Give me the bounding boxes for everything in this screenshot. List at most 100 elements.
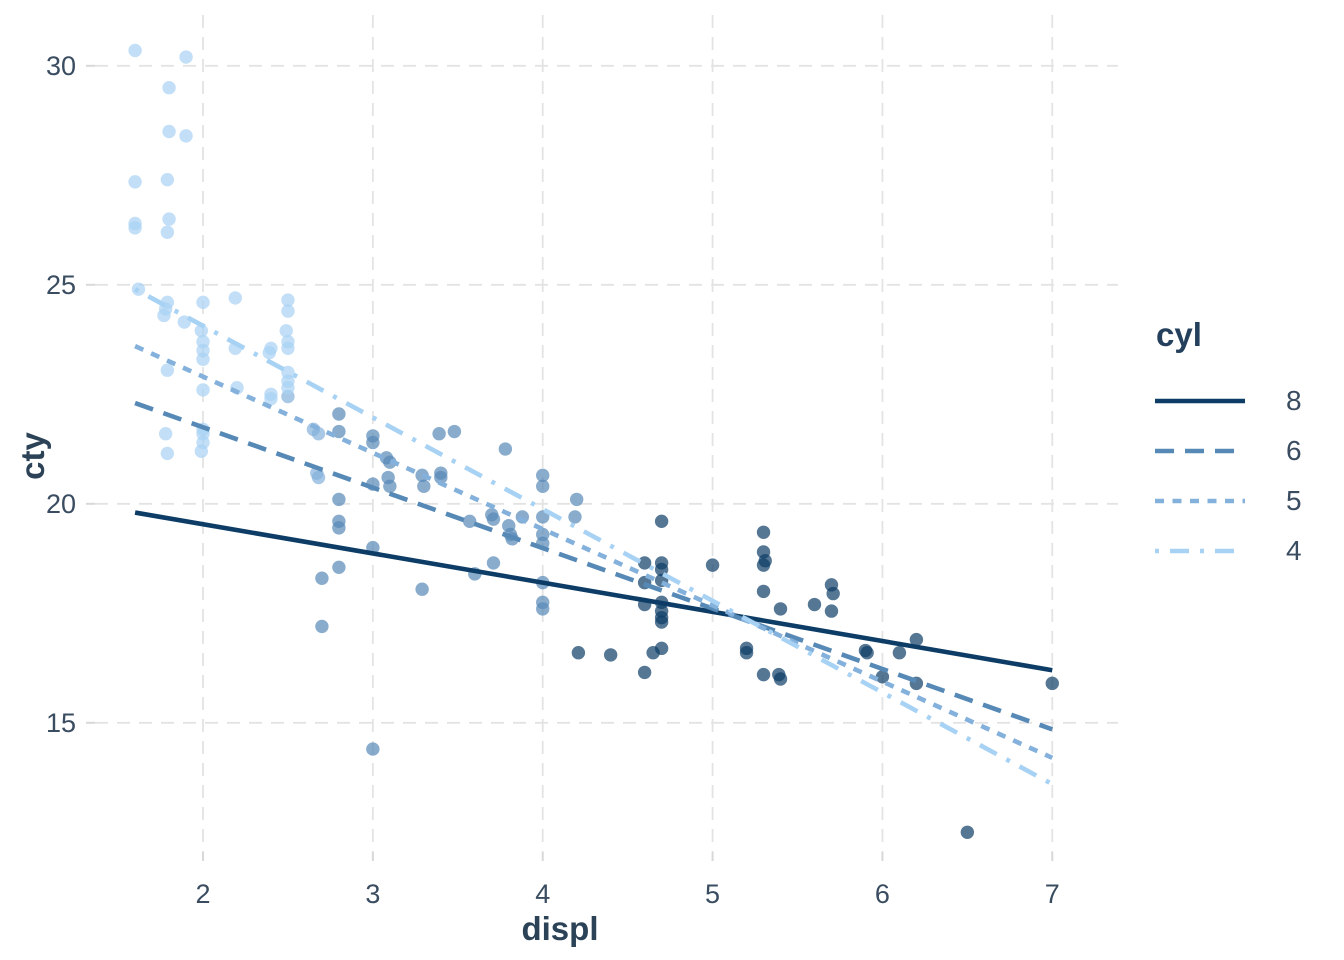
data-point xyxy=(264,391,278,406)
data-point xyxy=(756,525,771,539)
data-point xyxy=(415,582,429,596)
data-point xyxy=(909,632,924,647)
trend-line-cyl-4 xyxy=(133,287,1054,787)
data-point xyxy=(498,442,513,456)
data-point xyxy=(158,427,173,441)
trend-line-cyl-8 xyxy=(134,510,1053,673)
data-point xyxy=(281,341,295,356)
legend-item-cyl-6: 6 xyxy=(1154,426,1334,476)
data-point xyxy=(194,324,209,338)
data-point xyxy=(462,514,477,529)
y-tick-label: 15 xyxy=(46,708,76,738)
x-tick-label: 2 xyxy=(196,879,211,909)
data-point xyxy=(705,558,720,572)
data-point xyxy=(637,556,652,570)
data-point xyxy=(807,597,822,612)
data-point xyxy=(160,225,175,239)
legend-label: 6 xyxy=(1286,435,1302,466)
data-point xyxy=(486,512,501,526)
data-point xyxy=(315,571,329,585)
legend-items: 8 6 5 4 xyxy=(1154,376,1334,576)
legend-label: 8 xyxy=(1286,385,1302,416)
y-axis-title: cty xyxy=(14,432,51,480)
data-point xyxy=(756,558,771,572)
data-point xyxy=(603,648,618,662)
trend-line-cyl-5 xyxy=(134,344,1054,760)
data-point xyxy=(194,444,209,458)
data-point xyxy=(162,212,176,226)
data-point xyxy=(281,293,295,307)
data-point xyxy=(179,50,193,64)
legend-key-line xyxy=(1155,498,1245,504)
data-point xyxy=(773,602,788,616)
grid xyxy=(95,15,1118,852)
data-point xyxy=(332,521,346,535)
data-point xyxy=(160,363,175,377)
data-point xyxy=(311,470,326,485)
y-tick-label: 20 xyxy=(46,489,76,519)
data-point xyxy=(128,43,142,58)
data-point xyxy=(281,304,295,318)
data-point xyxy=(228,291,242,305)
data-point xyxy=(739,646,754,660)
data-point xyxy=(332,424,346,439)
data-point xyxy=(536,468,550,483)
data-point xyxy=(383,455,397,469)
data-point xyxy=(860,646,874,660)
data-point xyxy=(824,604,839,618)
data-point xyxy=(654,514,669,529)
data-point xyxy=(262,345,276,360)
data-point xyxy=(162,124,176,139)
trend-line-cyl-6 xyxy=(134,400,1054,732)
data-point xyxy=(128,175,142,189)
tick-labels: 2 3 4 5 6 7 15 20 25 30 xyxy=(46,51,1060,909)
data-point xyxy=(196,383,210,397)
data-point xyxy=(536,510,550,524)
data-point xyxy=(160,446,175,461)
legend-key-line xyxy=(1155,398,1245,404)
data-point xyxy=(417,479,431,493)
data-point xyxy=(279,324,293,338)
trend-lines xyxy=(133,287,1054,787)
data-point xyxy=(646,646,660,660)
data-point xyxy=(281,381,295,395)
data-point xyxy=(447,424,462,439)
x-tick-label: 4 xyxy=(535,879,550,909)
data-point xyxy=(569,492,584,507)
data-point xyxy=(571,646,586,660)
legend-label: 5 xyxy=(1286,485,1302,516)
data-point xyxy=(756,584,771,599)
data-point xyxy=(756,667,771,682)
data-point xyxy=(568,510,582,524)
data-point xyxy=(128,221,142,235)
data-point xyxy=(536,602,550,616)
data-point xyxy=(157,308,171,323)
data-point xyxy=(383,479,397,493)
data-point xyxy=(960,825,975,839)
data-point xyxy=(432,427,446,441)
data-point xyxy=(773,672,788,686)
legend-key-line xyxy=(1155,448,1245,454)
legend-key-line xyxy=(1155,548,1245,554)
data-point xyxy=(826,586,840,601)
data-point xyxy=(434,470,448,485)
legend-item-cyl-8: 8 xyxy=(1154,376,1334,426)
data-point xyxy=(315,619,329,634)
y-tick-label: 25 xyxy=(46,270,76,300)
data-point xyxy=(366,435,380,450)
data-points xyxy=(128,43,1059,839)
data-point xyxy=(875,670,890,684)
data-point xyxy=(332,560,346,575)
data-point xyxy=(179,129,193,143)
data-point xyxy=(332,407,346,421)
x-tick-label: 3 xyxy=(365,879,380,909)
data-point xyxy=(332,492,346,507)
legend-title: cyl xyxy=(1156,316,1202,353)
data-point xyxy=(486,556,501,570)
data-point xyxy=(160,172,175,187)
data-point xyxy=(311,427,326,441)
data-point xyxy=(892,646,907,660)
legend-item-cyl-5: 5 xyxy=(1154,476,1334,526)
